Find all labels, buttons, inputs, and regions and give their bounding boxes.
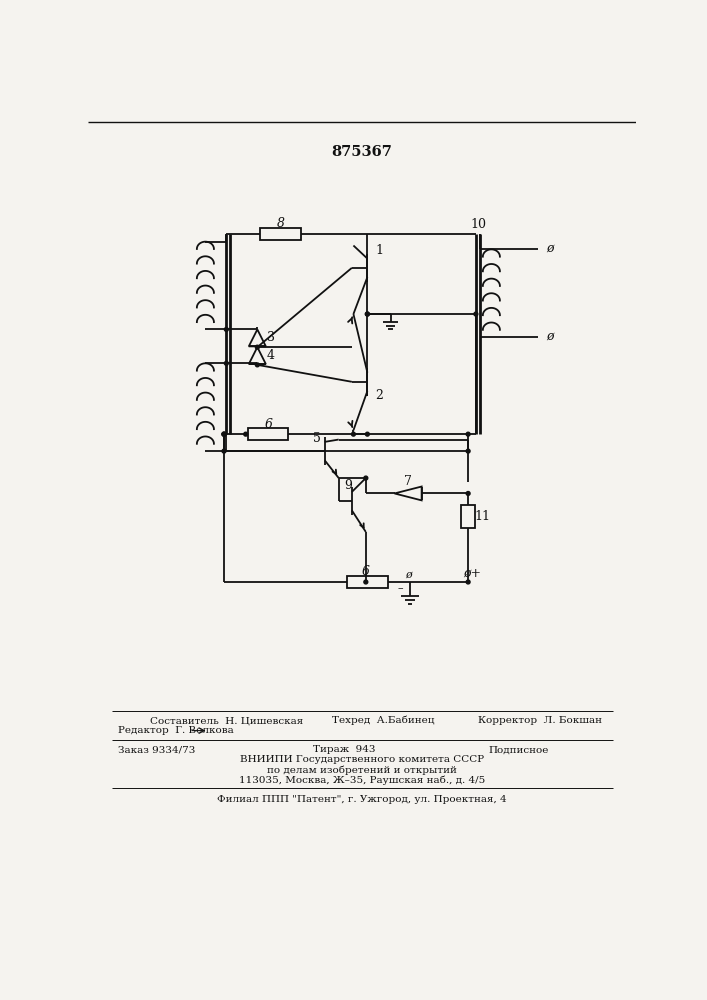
Text: 1: 1 <box>375 244 383 257</box>
Bar <box>347 576 387 588</box>
Bar <box>248 428 288 440</box>
Circle shape <box>474 312 478 316</box>
Text: Тираж  943: Тираж 943 <box>313 745 375 754</box>
Text: –: – <box>398 583 404 593</box>
Text: Филиал ППП "Патент", г. Ужгород, ул. Проектная, 4: Филиал ППП "Патент", г. Ужгород, ул. Про… <box>217 795 507 804</box>
Circle shape <box>255 345 259 349</box>
Circle shape <box>466 492 470 495</box>
Circle shape <box>222 432 226 436</box>
Text: ВНИИПИ Государственного комитета СССР: ВНИИПИ Государственного комитета СССР <box>240 755 484 764</box>
Text: 9: 9 <box>344 479 352 492</box>
Circle shape <box>466 449 470 453</box>
Text: 6: 6 <box>264 418 272 431</box>
Bar <box>461 505 475 528</box>
Circle shape <box>244 432 247 436</box>
Circle shape <box>466 580 470 584</box>
Text: 5: 5 <box>313 432 321 445</box>
Text: ø: ø <box>546 241 554 254</box>
Text: 11: 11 <box>474 510 490 523</box>
Circle shape <box>366 312 369 316</box>
Circle shape <box>351 432 356 436</box>
Text: 7: 7 <box>404 475 411 488</box>
Circle shape <box>366 432 369 436</box>
Text: 2: 2 <box>375 389 383 402</box>
Circle shape <box>466 432 470 436</box>
Circle shape <box>224 328 228 331</box>
Text: по делам изобретений и открытий: по делам изобретений и открытий <box>267 765 457 775</box>
Circle shape <box>222 432 226 436</box>
Text: 875367: 875367 <box>332 145 392 159</box>
Text: Редактор  Г. Волкова: Редактор Г. Волкова <box>118 726 234 735</box>
Text: ø: ø <box>405 569 411 579</box>
Text: 8: 8 <box>276 217 285 230</box>
Circle shape <box>222 449 226 453</box>
Circle shape <box>364 580 368 584</box>
Circle shape <box>364 476 368 480</box>
Text: ø: ø <box>546 329 554 342</box>
Circle shape <box>366 312 369 316</box>
Circle shape <box>222 432 226 436</box>
Text: Заказ 9334/73: Заказ 9334/73 <box>118 745 195 754</box>
Text: Составитель  Н. Цишевская: Составитель Н. Цишевская <box>150 716 303 725</box>
Text: 4: 4 <box>267 349 274 362</box>
Circle shape <box>224 361 228 365</box>
Text: 3: 3 <box>267 331 274 344</box>
Text: 113035, Москва, Ж–35, Раушская наб., д. 4/5: 113035, Москва, Ж–35, Раушская наб., д. … <box>239 775 485 785</box>
Circle shape <box>255 363 259 367</box>
Text: 6: 6 <box>362 565 370 578</box>
Bar <box>260 228 300 240</box>
Text: Подписное: Подписное <box>489 745 549 754</box>
Text: Корректор  Л. Бокшан: Корректор Л. Бокшан <box>478 716 602 725</box>
Text: Техред  А.Бабинец: Техред А.Бабинец <box>332 716 434 725</box>
Text: ø+: ø+ <box>463 566 481 579</box>
Text: 10: 10 <box>470 218 486 231</box>
